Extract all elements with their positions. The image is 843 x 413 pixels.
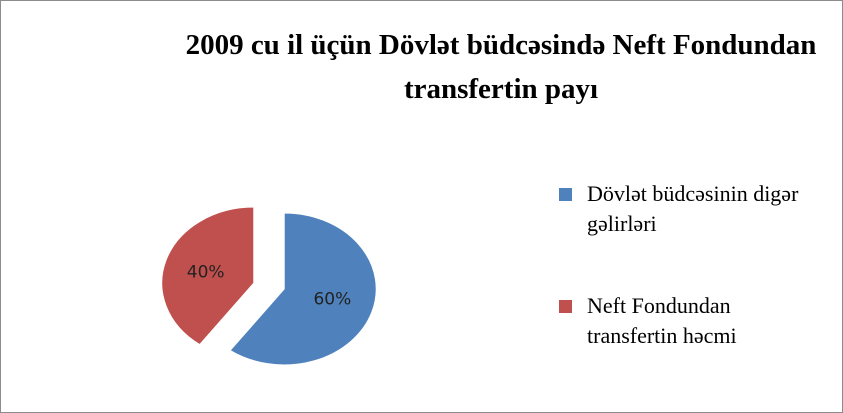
chart-title: 2009 cu il üçün Dövlət büdcəsində Neft F… (185, 29, 817, 105)
legend-swatch (559, 300, 572, 313)
legend-label: Neft Fondundan transfertin həcmi (587, 293, 737, 348)
data-label: 60% (313, 290, 351, 310)
data-label: 40% (187, 262, 225, 282)
pie-slice (229, 212, 377, 366)
legend-label: Dövlət büdcəsinin digər gəlirləri (587, 181, 799, 236)
legend-item: Dövlət büdcəsinin digər gəlirləri (559, 179, 839, 239)
legend-item: Neft Fondundan transfertin həcmi (559, 291, 839, 351)
legend-swatch (559, 188, 572, 201)
pie-slice (161, 206, 255, 346)
